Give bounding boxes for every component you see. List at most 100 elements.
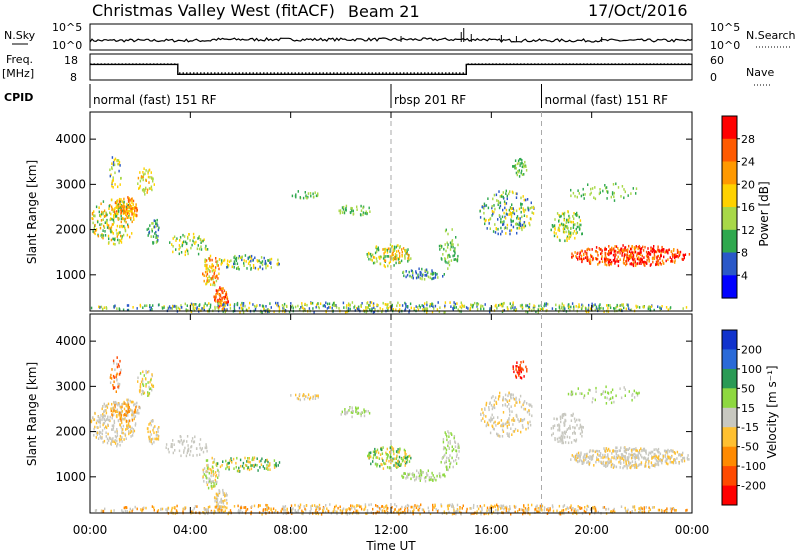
data-cell — [582, 187, 584, 191]
data-cell — [202, 468, 204, 472]
data-cell — [388, 261, 391, 265]
data-cell — [585, 252, 587, 255]
data-cell — [666, 452, 669, 455]
data-cell — [607, 447, 610, 451]
data-cell — [670, 259, 673, 263]
data-cell — [586, 259, 589, 262]
freq-label-line2: [MHz] — [2, 67, 34, 80]
data-cell — [92, 418, 95, 422]
data-cell — [404, 451, 406, 454]
data-cell — [134, 206, 136, 210]
data-cell — [394, 253, 397, 256]
data-cell — [123, 197, 125, 201]
data-cell — [134, 415, 137, 418]
data-cell — [261, 457, 263, 461]
data-cell — [398, 261, 401, 264]
data-cell — [202, 307, 204, 310]
data-cell — [589, 461, 591, 464]
data-cell — [290, 504, 293, 507]
data-cell — [203, 480, 205, 483]
data-cell — [539, 508, 541, 512]
data-cell — [181, 244, 183, 248]
data-cell — [123, 219, 126, 223]
data-cell — [180, 306, 183, 309]
data-cell — [500, 232, 502, 236]
data-cell — [251, 464, 253, 467]
data-cell — [600, 456, 602, 459]
data-cell — [111, 184, 113, 188]
data-cell — [613, 400, 615, 404]
data-cell — [456, 258, 459, 262]
data-cell — [406, 507, 409, 510]
data-cell — [628, 254, 630, 258]
data-cell — [385, 451, 387, 455]
nsky-label: N.Sky — [4, 29, 36, 42]
data-cell — [630, 192, 632, 195]
data-cell — [179, 239, 181, 242]
data-cell — [405, 453, 407, 456]
data-cell — [110, 205, 113, 209]
data-cell — [117, 385, 119, 389]
data-cell — [216, 504, 218, 508]
data-cell — [631, 453, 633, 457]
data-cell — [204, 258, 206, 261]
data-cell — [260, 463, 263, 466]
data-cell — [106, 221, 108, 225]
data-cell — [489, 307, 491, 310]
data-cell — [451, 456, 453, 460]
data-cell — [249, 264, 251, 267]
data-cell — [175, 248, 177, 251]
data-cell — [516, 365, 518, 368]
data-cell — [559, 511, 561, 514]
data-cell — [170, 445, 172, 448]
data-cell — [119, 231, 121, 234]
data-cell — [216, 499, 218, 502]
data-cell — [454, 248, 456, 252]
data-cell — [567, 392, 570, 396]
data-cell — [143, 188, 145, 191]
data-cell — [386, 306, 388, 310]
data-cell — [253, 304, 256, 308]
data-cell — [431, 271, 433, 274]
nsky-right-tick-top: 10^5 — [710, 21, 740, 34]
data-cell — [376, 464, 378, 468]
data-cell — [360, 204, 362, 208]
data-cell — [142, 379, 144, 383]
data-cell — [120, 206, 122, 210]
data-cell — [637, 464, 639, 468]
data-cell — [587, 306, 590, 310]
data-cell — [420, 503, 422, 507]
data-cell — [213, 458, 216, 461]
data-cell — [547, 302, 549, 306]
data-cell — [582, 304, 584, 308]
data-cell — [602, 453, 604, 457]
data-cell — [144, 193, 146, 196]
data-cell — [527, 422, 529, 426]
data-cell — [401, 254, 403, 258]
data-cell — [505, 208, 508, 212]
data-cell — [397, 509, 400, 513]
data-cell — [102, 212, 104, 216]
data-cell — [227, 512, 229, 516]
data-cell — [114, 201, 117, 205]
data-cell — [665, 509, 667, 512]
data-cell — [248, 260, 251, 264]
data-cell — [634, 250, 637, 254]
data-cell — [125, 213, 127, 217]
nsky-right-tick-bottom: 10^0 — [710, 39, 740, 52]
data-cell — [208, 481, 210, 484]
data-cell — [434, 304, 437, 308]
data-cell — [487, 512, 490, 516]
data-cell — [670, 250, 673, 253]
data-cell — [522, 426, 524, 429]
data-cell — [683, 459, 686, 463]
data-cell — [627, 248, 629, 251]
data-cell — [638, 306, 641, 309]
data-cell — [657, 455, 660, 459]
data-cell — [651, 250, 654, 254]
data-cell — [555, 232, 557, 235]
data-cell — [123, 207, 126, 210]
data-cell — [238, 267, 240, 271]
data-cell — [122, 402, 124, 406]
data-cell — [450, 432, 452, 435]
